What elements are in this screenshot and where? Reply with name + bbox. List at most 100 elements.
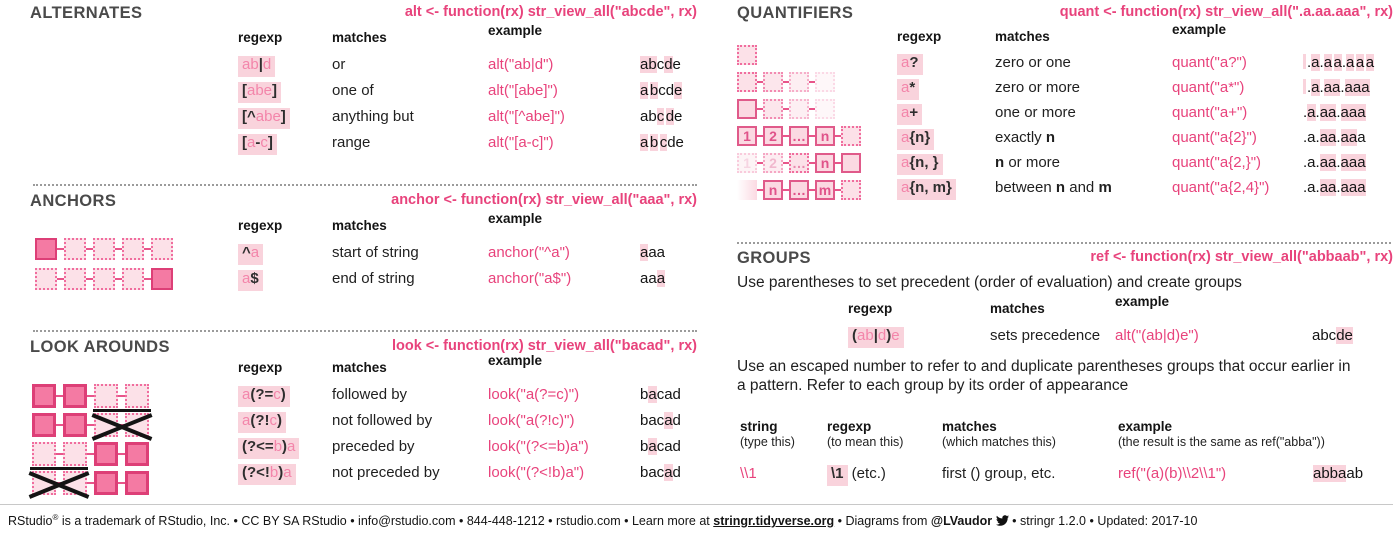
section-header: GROUPS ref <- function(rx) str_view_all(… — [737, 249, 1393, 268]
text-segment: [ — [242, 134, 247, 151]
text-segment: a — [1357, 129, 1366, 146]
section-title: QUANTIFIERS — [737, 4, 854, 22]
column-header: matches — [332, 218, 488, 244]
text-segment: a — [1323, 54, 1333, 71]
zero-width-match-highlight — [1303, 79, 1306, 94]
section-header: ALTERNATES alt <- function(rx) str_view_… — [30, 4, 697, 23]
text-segment: n — [1055, 179, 1066, 196]
column-header: matches — [332, 30, 488, 56]
regexp-cell: (?<!b)a — [238, 464, 332, 490]
text-segment: {n, m} — [909, 179, 952, 196]
text-segment: b — [649, 82, 659, 99]
diagram-box — [122, 268, 144, 290]
text-segment: a — [1311, 79, 1320, 96]
column-header-label: regexp — [238, 360, 283, 375]
twitter-icon[interactable] — [995, 514, 1009, 530]
text-segment: d — [262, 56, 272, 73]
diagram-box — [63, 471, 87, 495]
matches-cell: sets precedence — [990, 327, 1101, 344]
diagram-box — [841, 180, 861, 200]
example-cell: alt("[a-c]") — [488, 134, 554, 151]
text-segment: or more — [1004, 154, 1061, 171]
text-segment: b — [649, 134, 659, 151]
regexp-cell: ab|d — [238, 56, 332, 82]
diagram-box: 1 — [737, 126, 757, 146]
text-segment: a — [664, 412, 673, 429]
diagram-connector — [835, 188, 841, 192]
regexp-chip: a+ — [897, 104, 923, 125]
column-header: example — [1115, 294, 1312, 327]
text-segment: . — [1336, 154, 1341, 171]
text-segment: aa — [1340, 129, 1358, 146]
diagram-connector — [757, 161, 763, 165]
groups-backreference-paragraph: Use an escaped number to refer to and du… — [737, 358, 1351, 395]
result-cell: .a.aa.aaa — [1303, 154, 1393, 179]
text-segment: . — [1341, 54, 1347, 71]
text-segment: • — [1008, 514, 1020, 529]
section-function-code: ref <- function(rx) str_view_all("abbaab… — [1090, 249, 1393, 265]
regex-diagram-row — [32, 471, 149, 495]
text-segment: ) — [280, 386, 286, 403]
text-segment: [ — [242, 82, 247, 99]
text-segment[interactable]: stringr.tidyverse.org — [713, 514, 835, 529]
column-header: example — [488, 23, 640, 56]
text-segment: a — [648, 386, 657, 403]
text-segment: aaa — [1340, 179, 1366, 196]
text-segment: ® — [52, 513, 59, 522]
matches-cell: anything but — [332, 108, 414, 125]
diagram-connector — [56, 394, 63, 398]
text-segment: e — [672, 56, 681, 73]
section-title: GROUPS — [737, 249, 811, 267]
text-segment: . — [1336, 179, 1341, 196]
regexp-cell: a? — [897, 54, 995, 79]
result-cell: abcde — [1312, 327, 1393, 353]
result-cell: .a.aa.aaa — [1303, 104, 1393, 129]
regexp-chip: (?<=b)a — [238, 438, 300, 459]
text-segment: a — [664, 464, 673, 481]
diagram-connector — [783, 134, 789, 138]
regexp-chip: (ab|d)e — [848, 327, 904, 348]
section-function-code: anchor <- function(rx) str_view_all("aaa… — [391, 192, 697, 208]
regexp-chip: a* — [897, 79, 920, 100]
regexp-chip: a{n, } — [897, 154, 943, 175]
text-segment: ^ — [242, 244, 251, 261]
diagram-box — [125, 384, 149, 408]
text-segment: . — [1307, 79, 1312, 96]
text-segment: • — [1086, 514, 1098, 529]
example-cell: look("(?<=b)a") — [488, 438, 589, 455]
column-header-note: (to mean this) — [827, 435, 904, 449]
diagram-connector — [118, 481, 125, 485]
diagram-box — [841, 153, 861, 173]
diagram-box: … — [789, 153, 809, 173]
regex-diagram-row — [35, 268, 173, 290]
text-segment: b — [273, 438, 283, 455]
text-segment: (?! — [250, 412, 270, 429]
section-function-code: quant <- function(rx) str_view_all(".a.a… — [1059, 4, 1393, 20]
text-segment: ] — [280, 108, 286, 125]
diagram-box — [32, 384, 56, 408]
text-segment: • — [346, 514, 359, 529]
column-header-note: (type this) — [740, 435, 795, 449]
text-segment: aaa — [1340, 154, 1366, 171]
text-segment: a — [242, 386, 251, 403]
text-segment: ) — [278, 464, 284, 481]
matches-cell: one of — [332, 82, 374, 99]
diagram-box: n — [815, 153, 835, 173]
text-segment: • — [620, 514, 632, 529]
diagram-box — [841, 126, 861, 146]
text-segment[interactable]: @LVaudor — [930, 514, 993, 529]
diagram-connector — [56, 423, 63, 427]
text-segment: • — [834, 514, 846, 529]
text-segment: between — [995, 179, 1056, 196]
regexp-chip: \1 — [827, 465, 848, 486]
regex-diagram-row — [737, 99, 861, 119]
column-header-label: string — [740, 419, 778, 434]
text-segment: n — [1045, 129, 1056, 146]
text-segment: a — [242, 412, 251, 429]
column-header — [640, 30, 697, 56]
text-segment: aa — [1323, 79, 1341, 96]
section-groups: GROUPS ref <- function(rx) str_view_all(… — [737, 249, 1393, 504]
text-segment: de — [667, 134, 684, 151]
text-segment: c — [656, 108, 665, 125]
